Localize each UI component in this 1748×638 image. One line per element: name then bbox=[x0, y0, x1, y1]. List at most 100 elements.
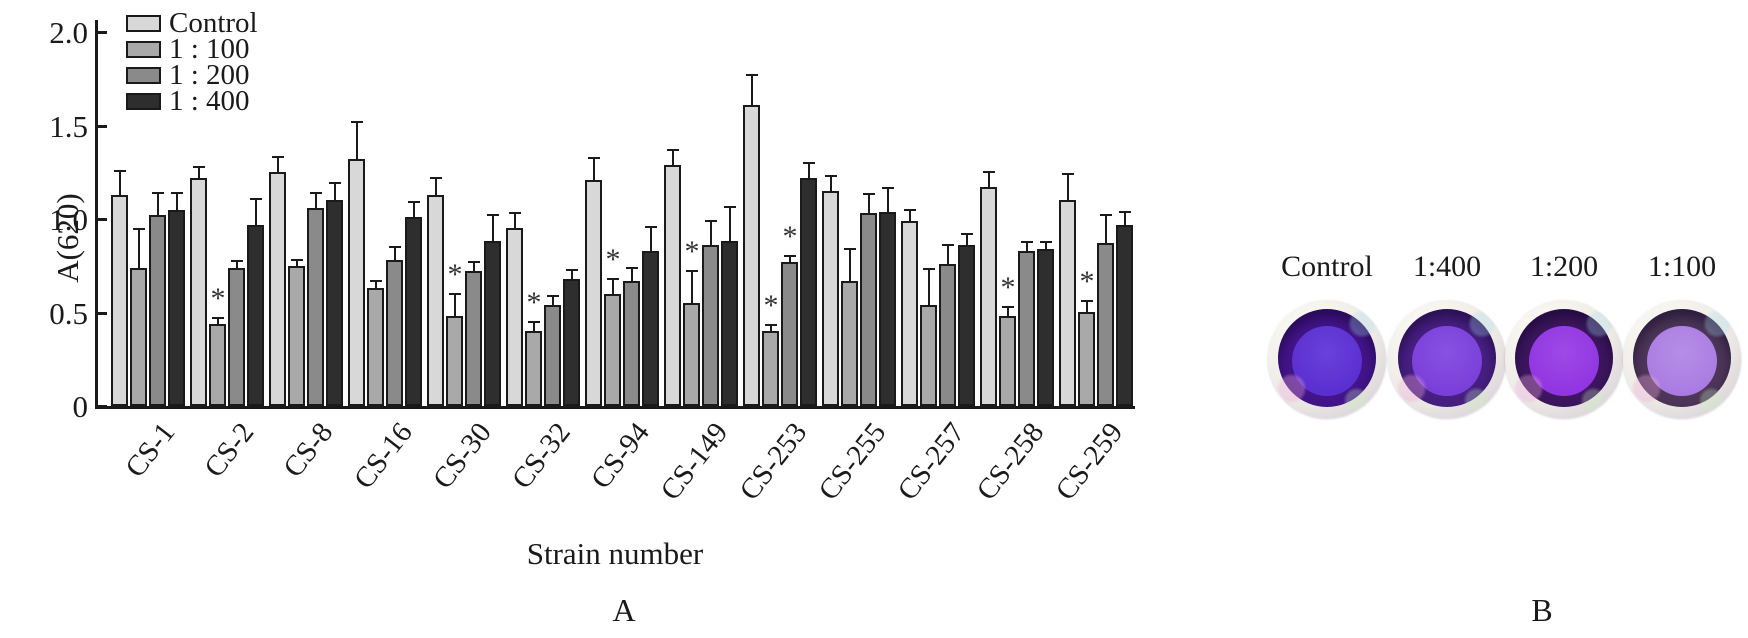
error-bar-cap bbox=[942, 244, 954, 246]
error-bar bbox=[751, 75, 753, 105]
bar-CS-257-Control bbox=[901, 221, 918, 406]
bar-CS-253-1:400 bbox=[800, 178, 817, 406]
error-bar bbox=[198, 167, 200, 178]
y-axis-tick bbox=[98, 218, 107, 221]
legend-item: 1 : 400 bbox=[126, 84, 258, 117]
legend-label: 1 : 400 bbox=[169, 84, 250, 117]
legend-swatch bbox=[126, 66, 161, 84]
error-bar-cap bbox=[310, 192, 322, 194]
error-bar-cap bbox=[291, 259, 303, 261]
error-bar-cap bbox=[468, 261, 480, 263]
well-label: Control bbox=[1281, 250, 1373, 283]
bar-CS-2-1:100 bbox=[209, 324, 226, 406]
error-bar bbox=[454, 294, 456, 316]
bar-CS-16-1:200 bbox=[386, 260, 403, 406]
error-bar-cap bbox=[351, 121, 363, 123]
error-bar-cap bbox=[705, 220, 717, 222]
error-bar-cap bbox=[607, 278, 619, 280]
legend-item: 1 : 100 bbox=[126, 34, 258, 63]
x-axis-spine bbox=[95, 406, 1135, 409]
error-bar bbox=[473, 262, 475, 271]
well-label: 1:400 bbox=[1412, 250, 1482, 283]
significance-asterisk: * bbox=[447, 258, 463, 291]
error-bar-cap bbox=[904, 209, 916, 211]
bar-CS-32-1:200 bbox=[544, 305, 561, 406]
x-tick-label: CS-259 bbox=[1049, 416, 1130, 507]
error-bar bbox=[710, 221, 712, 245]
error-bar-cap bbox=[114, 170, 126, 172]
bar-CS-258-Control bbox=[980, 187, 997, 406]
legend: Control 1 : 100 1 : 200 1 : 400 bbox=[126, 8, 258, 117]
x-tick-label: CS-2 bbox=[198, 416, 261, 484]
error-bar bbox=[552, 296, 554, 305]
error-bar bbox=[1067, 174, 1069, 200]
error-bar bbox=[988, 172, 990, 187]
error-bar-cap bbox=[1040, 241, 1052, 243]
well-ring bbox=[1398, 309, 1496, 407]
well-1-400 bbox=[1388, 300, 1506, 418]
error-bar-cap bbox=[509, 212, 521, 214]
error-bar bbox=[928, 269, 930, 305]
bar-CS-253-1:100 bbox=[762, 331, 779, 406]
bar-CS-32-1:400 bbox=[563, 279, 580, 406]
error-bar bbox=[217, 318, 219, 324]
error-bar-cap bbox=[882, 187, 894, 189]
y-axis-tick bbox=[98, 124, 107, 128]
well-label: 1:200 bbox=[1529, 250, 1599, 283]
error-bar bbox=[631, 268, 633, 281]
bar-CS-30-1:100 bbox=[446, 316, 463, 406]
bar-CS-255-Control bbox=[822, 191, 839, 406]
bar-CS-257-1:200 bbox=[939, 264, 956, 406]
legend-swatch bbox=[126, 40, 161, 58]
error-bar-cap bbox=[272, 156, 284, 158]
bar-CS-149-1:200 bbox=[702, 245, 719, 406]
error-bar-cap bbox=[667, 149, 679, 151]
bar-CS-149-1:400 bbox=[721, 241, 738, 406]
panel-a-bar-chart: A(620) Strain number * * * * * * * * * Control 1 … bbox=[49, 8, 1135, 628]
bar-CS-255-1:100 bbox=[841, 281, 858, 406]
error-bar-cap bbox=[212, 317, 224, 319]
x-tick-label: CS-30 bbox=[426, 416, 498, 495]
bar-CS-253-Control bbox=[743, 105, 760, 406]
error-bar bbox=[1007, 307, 1009, 316]
well-liquid bbox=[1529, 326, 1599, 396]
error-bar bbox=[176, 193, 178, 210]
error-bar bbox=[315, 193, 317, 208]
error-bar-cap bbox=[389, 246, 401, 248]
error-bar bbox=[413, 202, 415, 217]
y-axis-title: A(620) bbox=[50, 193, 85, 283]
x-tick-label: CS-32 bbox=[505, 416, 577, 495]
bar-CS-149-1:100 bbox=[683, 303, 700, 406]
error-bar bbox=[808, 163, 810, 178]
error-bar-cap bbox=[1100, 214, 1112, 216]
significance-asterisk: * bbox=[1000, 271, 1016, 304]
legend-swatch bbox=[126, 92, 161, 110]
x-tick-label: CS-8 bbox=[277, 416, 340, 484]
well-ring bbox=[1633, 309, 1731, 407]
error-bar bbox=[789, 256, 791, 262]
error-bar bbox=[157, 193, 159, 215]
error-bar-cap bbox=[566, 269, 578, 271]
panel-a-caption: A bbox=[612, 592, 636, 628]
well-1-200 bbox=[1505, 300, 1623, 418]
bar-CS-1-1:400 bbox=[168, 210, 185, 406]
error-bar-cap bbox=[588, 157, 600, 159]
x-axis-title: Strain number bbox=[526, 536, 704, 571]
error-bar bbox=[1086, 301, 1088, 312]
error-bar bbox=[770, 325, 772, 331]
bar-CS-94-1:100 bbox=[604, 294, 621, 406]
x-tick-label: CS-258 bbox=[970, 416, 1051, 507]
significance-asterisk: * bbox=[605, 243, 621, 276]
bar-CS-257-1:400 bbox=[958, 245, 975, 406]
error-bar bbox=[868, 194, 870, 213]
bar-CS-94-1:200 bbox=[623, 281, 640, 406]
error-bar-cap bbox=[250, 198, 262, 200]
significance-asterisk: * bbox=[526, 286, 542, 319]
error-bar bbox=[1105, 215, 1107, 243]
bar-CS-259-1:200 bbox=[1097, 243, 1114, 406]
error-bar bbox=[571, 270, 573, 279]
error-bar bbox=[1045, 242, 1047, 249]
y-axis-tick bbox=[98, 311, 107, 315]
error-bar-cap bbox=[449, 293, 461, 295]
bar-CS-1-1:100 bbox=[130, 268, 147, 406]
